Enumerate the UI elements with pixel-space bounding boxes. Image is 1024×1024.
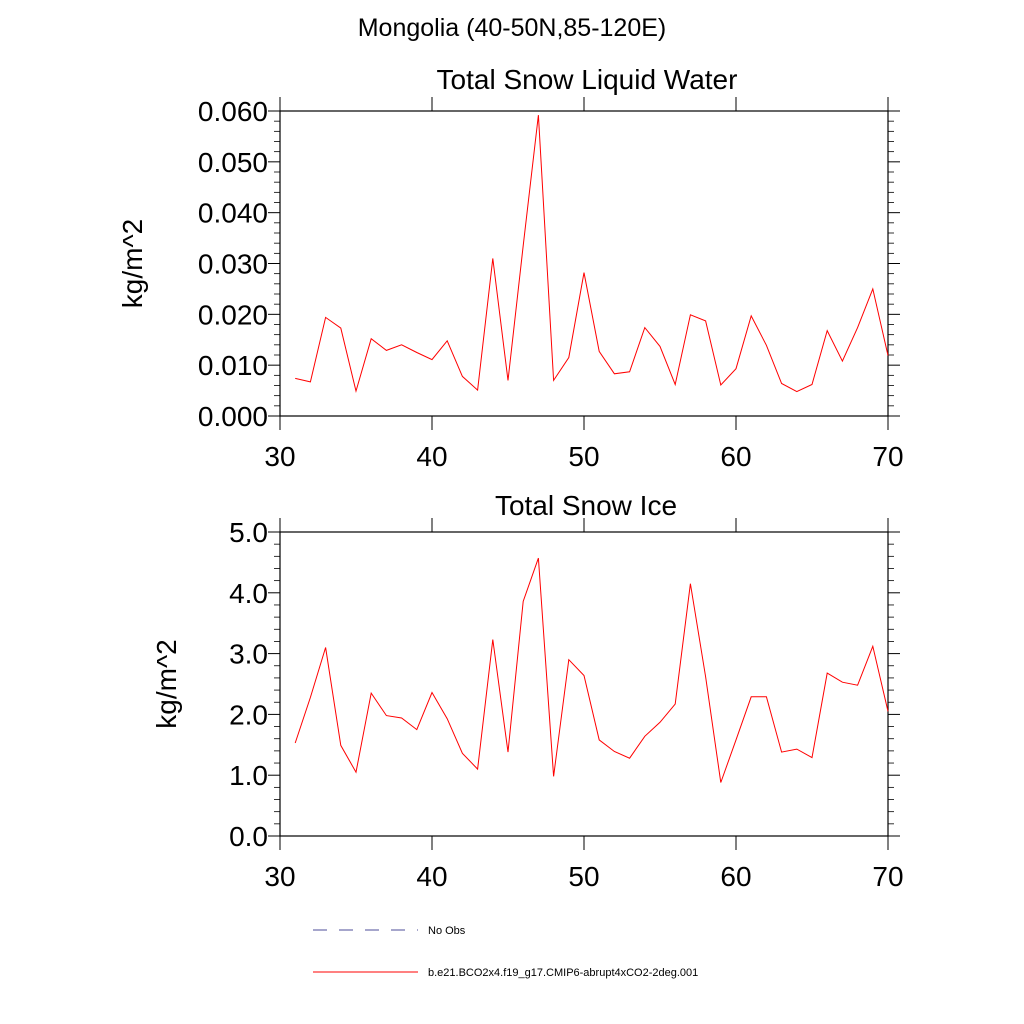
- x-tick-label: 70: [872, 441, 903, 472]
- series-line: [294, 557, 889, 783]
- chart-panel-2: Total Snow Ice 0.0 1.0 2.0 3.0 4.0 5.0 30 40 50 60…: [151, 490, 904, 892]
- y-tick-label: 0.0: [229, 821, 268, 852]
- y-tick-label: 0.040: [198, 198, 268, 229]
- legend-label: b.e21.BCO2x4.f19_g17.CMIP6-abrupt4xCO2-2…: [428, 967, 698, 979]
- y-tick-label: 1.0: [229, 760, 268, 791]
- chart-title: Total Snow Ice: [495, 490, 677, 521]
- chart-title: Total Snow Liquid Water: [437, 64, 738, 95]
- y-tick-label: 5.0: [229, 517, 268, 548]
- y-tick-label: 0.000: [198, 401, 268, 432]
- x-tick-label: 60: [720, 441, 751, 472]
- page-title: Mongolia (40-50N,85-120E): [357, 14, 667, 42]
- y-axis-label: kg/m^2: [151, 639, 182, 728]
- x-tick-label: 40: [416, 861, 447, 892]
- y-tick-label: 0.030: [198, 249, 268, 280]
- y-tick-label: 0.050: [198, 147, 268, 178]
- x-tick-label: 40: [416, 441, 447, 472]
- x-tick-label: 60: [720, 861, 751, 892]
- x-tick-label: 50: [568, 441, 599, 472]
- x-tick-label: 30: [264, 441, 295, 472]
- y-tick-label: 3.0: [229, 639, 268, 670]
- x-tick-label: 50: [568, 861, 599, 892]
- y-tick-label: 2.0: [229, 699, 268, 730]
- series-line: [295, 115, 889, 394]
- y-tick-label: 0.060: [198, 96, 268, 127]
- y-axis-label: kg/m^2: [117, 219, 148, 308]
- chart-panel-1: Total Snow Liquid Water 0.000 0.010 0.020 0.…: [117, 64, 904, 472]
- plot-frame: [279, 110, 889, 417]
- legend-item: No Obs: [428, 925, 466, 937]
- y-tick-label: 0.020: [198, 299, 268, 330]
- y-tick-label: 0.010: [198, 350, 268, 381]
- x-tick-label: 70: [872, 861, 903, 892]
- x-tick-label: 30: [264, 861, 295, 892]
- legend-label: No Obs: [428, 925, 466, 937]
- plot-frame: [279, 531, 889, 837]
- legend-item: b.e21.BCO2x4.f19_g17.CMIP6-abrupt4xCO2-2…: [428, 967, 698, 979]
- y-tick-label: 4.0: [229, 578, 268, 609]
